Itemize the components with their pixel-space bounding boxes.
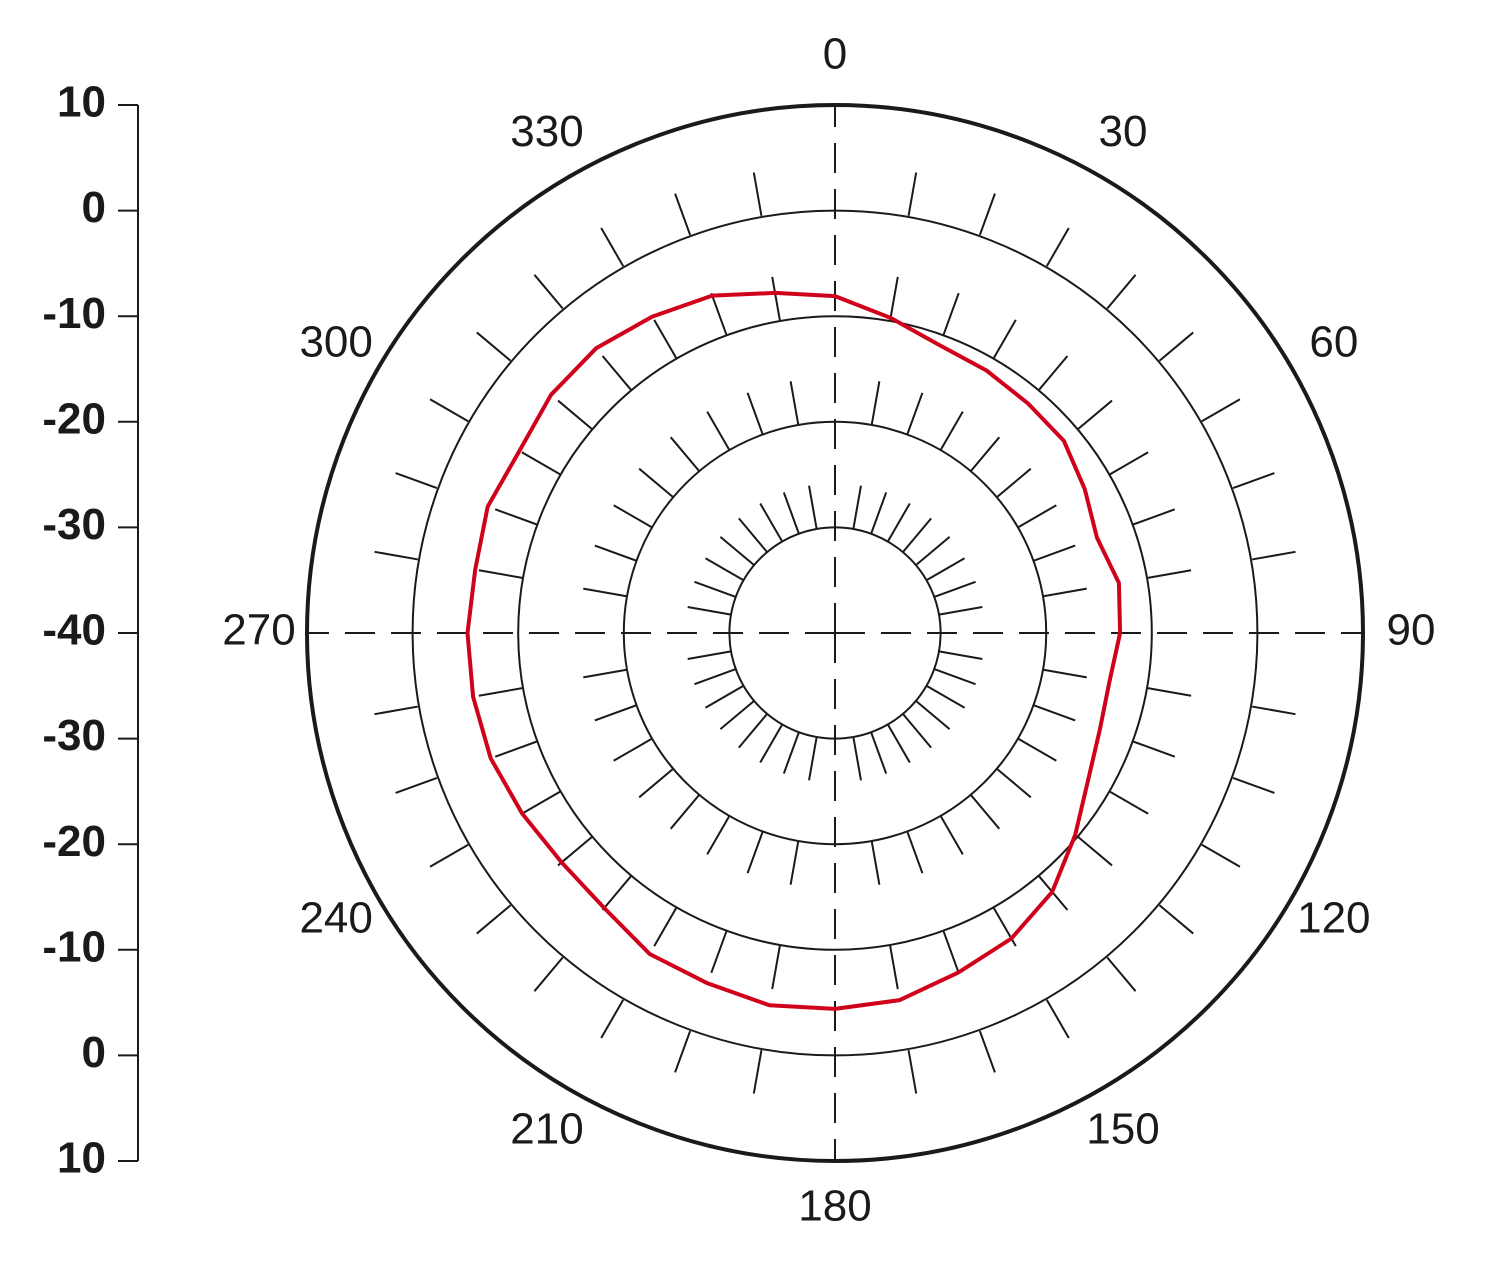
spoke [933,451,1332,598]
spoke [570,175,784,543]
angle-label: 180 [798,1182,871,1231]
grid-ring [411,209,1259,1057]
radial-tick-label: -30 [42,711,106,760]
spoke [338,451,737,598]
spoke [570,723,784,1091]
angle-label: 90 [1387,606,1436,655]
angle-label: 120 [1297,894,1370,943]
spoke [925,368,1293,582]
angle-label: 30 [1099,107,1148,156]
spoke [870,136,1017,535]
spoke [429,700,755,974]
angle-label: 60 [1309,318,1358,367]
spoke [314,540,732,616]
spoke [653,136,800,535]
outer-ring [305,103,1365,1163]
spoke [429,292,755,566]
radial-tick-label: -40 [42,606,106,655]
angle-label: 270 [222,606,295,655]
spoke [915,700,1241,974]
spoke [915,292,1241,566]
radial-tick-label: -20 [42,817,106,866]
grid-ring [622,420,1048,846]
spoke [494,713,768,1039]
spoke [377,684,745,898]
radial-tick-label: -10 [42,922,106,971]
spoke [886,175,1100,543]
radial-tick-label: 10 [57,78,106,127]
radial-tick-label: 10 [57,1134,106,1183]
radial-tick-label: -20 [42,394,106,443]
spoke [742,736,818,1154]
spoke [653,731,800,1130]
angle-label: 0 [823,30,847,79]
spoke [886,723,1100,1091]
spoke [338,668,737,815]
grid-ring [517,315,1153,951]
spoke [494,227,768,553]
radial-tick-label: 0 [82,183,106,232]
spoke [933,668,1332,815]
radial-tick-label: -10 [42,289,106,338]
spoke [314,650,732,726]
angle-label: 240 [299,894,372,943]
angle-label: 300 [299,318,372,367]
angle-label: 330 [510,107,583,156]
spoke [377,368,745,582]
pattern-line [465,290,1123,1011]
spoke [902,227,1176,553]
spoke [742,112,818,530]
spoke [925,684,1293,898]
grid-ring [728,526,942,740]
spoke [852,736,928,1154]
spoke [938,650,1356,726]
radial-tick-label: 0 [82,1028,106,1077]
angle-label: 210 [510,1104,583,1153]
angle-label: 150 [1086,1104,1159,1153]
spoke [902,713,1176,1039]
spoke [938,540,1356,616]
spoke [870,731,1017,1130]
spoke [852,112,928,530]
radial-tick-label: -30 [42,500,106,549]
